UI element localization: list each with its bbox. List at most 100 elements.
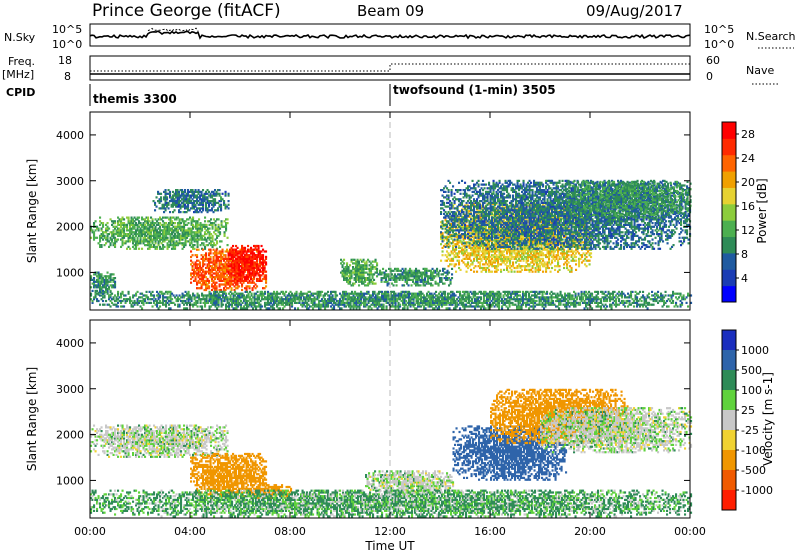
heatmap-cell xyxy=(396,284,398,286)
heatmap-cell xyxy=(532,271,534,273)
heatmap-cell xyxy=(174,248,176,250)
heatmap-cell xyxy=(250,278,252,280)
heatmap-cell xyxy=(500,263,502,265)
heatmap-cell xyxy=(448,180,450,182)
heatmap-cell xyxy=(107,222,109,224)
heatmap-cell xyxy=(548,258,550,260)
heatmap-cell xyxy=(575,263,577,265)
heatmap-cell xyxy=(548,267,550,269)
heatmap-cell xyxy=(256,280,258,282)
heatmap-cell xyxy=(500,269,502,271)
heatmap-cell xyxy=(167,248,169,250)
heatmap-cell xyxy=(497,269,499,271)
heatmap-cell xyxy=(238,285,240,287)
heatmap-cell xyxy=(114,286,116,288)
heatmap-cell xyxy=(435,275,437,277)
heatmap-cell xyxy=(231,287,233,289)
heatmap-cell xyxy=(212,237,214,239)
heatmap-cell xyxy=(550,252,552,254)
heatmap-cell xyxy=(156,248,158,250)
heatmap-cell xyxy=(568,258,570,260)
heatmap-cell xyxy=(376,262,378,264)
heatmap-cell xyxy=(451,277,453,279)
heatmap-cell xyxy=(194,248,196,250)
heatmap-cell xyxy=(252,280,254,282)
heatmap-cell xyxy=(381,281,383,283)
heatmap-cell xyxy=(448,189,450,191)
heatmap-cell xyxy=(445,246,447,248)
heatmap-cell xyxy=(216,263,218,265)
heatmap-cell xyxy=(221,240,223,242)
heatmap-cell xyxy=(575,252,577,254)
heatmap-cell xyxy=(209,228,211,230)
heatmap-cell xyxy=(205,252,207,254)
heatmap-cell xyxy=(216,242,218,244)
heatmap-cell xyxy=(265,263,267,265)
heatmap-cell xyxy=(460,239,462,241)
heatmap-cell xyxy=(511,252,513,254)
heatmap-cell xyxy=(165,209,167,211)
heatmap-cell xyxy=(243,280,245,282)
heatmap-cell xyxy=(228,193,230,195)
heatmap-cell xyxy=(215,224,217,226)
heatmap-cell xyxy=(261,280,263,282)
heatmap-cell xyxy=(458,256,460,258)
heatmap-cell xyxy=(210,249,212,251)
heatmap-cell xyxy=(589,260,591,262)
heatmap-cell xyxy=(393,270,395,272)
heatmap-cell xyxy=(440,231,442,233)
heatmap-cell xyxy=(204,220,206,222)
heatmap-cell xyxy=(442,240,444,242)
heatmap-cell xyxy=(174,209,176,211)
heatmap-cell xyxy=(168,207,170,209)
heatmap-cell xyxy=(391,273,393,275)
heatmap-cell xyxy=(244,247,246,249)
heatmap-cell xyxy=(458,245,460,247)
heatmap-cell xyxy=(545,269,547,271)
heatmap-cell xyxy=(108,286,110,288)
heatmap-cell xyxy=(455,271,457,273)
heatmap-cell xyxy=(228,200,230,202)
heatmap-cell xyxy=(185,242,187,244)
heatmap-cell xyxy=(229,274,231,276)
freq-label: Freq. xyxy=(8,55,35,68)
heatmap-cell xyxy=(113,273,115,275)
heatmap-cell xyxy=(107,272,109,274)
heatmap-cell xyxy=(156,206,158,208)
heatmap-cell xyxy=(458,252,460,254)
heatmap-cell xyxy=(448,239,450,241)
heatmap-cell xyxy=(135,248,137,250)
heatmap-cell xyxy=(235,245,237,247)
heatmap-cell xyxy=(208,191,210,193)
heatmap-cell xyxy=(479,263,481,265)
nave-tick-top: 60 xyxy=(706,54,720,67)
heatmap-cell xyxy=(227,237,229,239)
heatmap-cell xyxy=(101,273,103,275)
heatmap-cell xyxy=(442,237,444,239)
heatmap-cell xyxy=(554,269,556,271)
heatmap-cell xyxy=(167,237,169,239)
heatmap-cell xyxy=(149,248,151,250)
heatmap-cell xyxy=(349,264,351,266)
heatmap-cell xyxy=(343,259,345,261)
heatmap-cell xyxy=(478,252,480,254)
nsearch-tick-top: 10^5 xyxy=(704,23,734,36)
heatmap-cell xyxy=(343,262,345,264)
heatmap-cell xyxy=(264,276,266,278)
heatmap-cell xyxy=(346,262,348,264)
heatmap-cell xyxy=(470,269,472,271)
heatmap-cell xyxy=(138,248,140,250)
heatmap-cell xyxy=(137,237,139,239)
heatmap-cell xyxy=(403,284,405,286)
heatmap-cell xyxy=(466,271,468,273)
station-title: Prince George (fitACF) xyxy=(92,1,281,21)
heatmap-cell xyxy=(458,267,460,269)
heatmap-cell xyxy=(252,263,254,265)
heatmap-cell xyxy=(192,217,194,219)
heatmap-cell xyxy=(197,220,199,222)
heatmap-cell xyxy=(214,204,216,206)
heatmap-cell xyxy=(210,218,212,220)
heatmap-cell xyxy=(255,283,257,285)
heatmap-cell xyxy=(508,271,510,273)
heatmap-cell xyxy=(448,246,450,248)
